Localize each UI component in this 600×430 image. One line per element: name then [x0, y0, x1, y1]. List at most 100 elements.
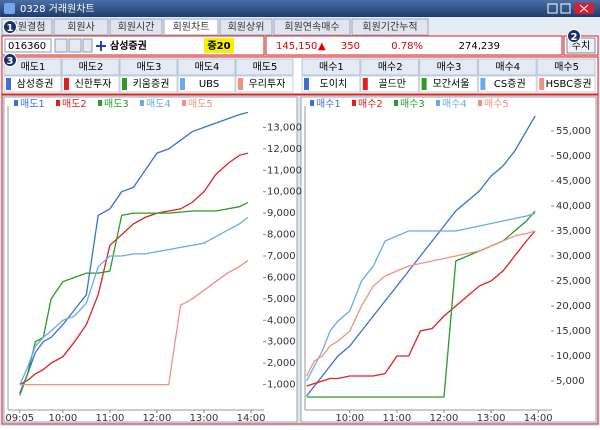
broker-table: 매도1 삼성증권 매도2 신한투자 매도3 키움증권 매도4 UBS 매도5 우리투자 매수1 도이치…: [3, 58, 596, 93]
badge-bg: [204, 38, 234, 53]
legend-swatch: [394, 100, 398, 106]
legend-label: 매수3: [400, 98, 425, 110]
right-panel: [300, 96, 597, 423]
tab-label: 회원상위: [228, 20, 265, 33]
header-label: 매도5: [253, 61, 278, 73]
broker-name: UBS: [199, 79, 219, 90]
legend-swatch: [140, 100, 144, 106]
legend-label: 매도4: [146, 98, 171, 110]
broker-cell[interactable]: [119, 75, 178, 93]
y-tick-label: 35,000: [556, 226, 591, 237]
header-cell: [119, 58, 178, 76]
charts: 1,000 2,000 3,000 4,000 5,000 6,000 7,000 8,000…: [5, 98, 591, 424]
y-tick-label: 2,000: [267, 358, 296, 369]
close-icon: [579, 4, 589, 13]
broker-name: 도이치: [320, 78, 348, 90]
code-input[interactable]: [4, 38, 52, 53]
tab[interactable]: [163, 18, 219, 36]
callout-circle: [3, 53, 17, 67]
tab[interactable]: [219, 18, 273, 36]
callout-circle: [567, 29, 581, 43]
legend-label: 매도2: [62, 98, 87, 110]
header-cell: [235, 58, 294, 76]
series-line: [19, 259, 249, 386]
tab-label: 회원연속매수: [284, 21, 339, 33]
x-tick-label: 14:00: [524, 413, 553, 424]
legend-swatch: [14, 100, 18, 106]
tab[interactable]: [109, 18, 163, 36]
broker-cell[interactable]: [177, 75, 236, 93]
legend-swatch: [310, 100, 314, 106]
header-label: 매수3: [437, 61, 462, 73]
x-tick-label: 11:00: [382, 413, 411, 424]
series-line: [306, 115, 536, 397]
y-tick-label: 12,000: [267, 144, 302, 155]
legend-label: 매수5: [484, 98, 509, 110]
header-label: 매도1: [21, 61, 46, 73]
broker-name: 골드만: [378, 78, 406, 90]
y-tick-label: 7,000: [267, 251, 296, 262]
legend-label: 매도1: [20, 98, 45, 110]
next-button[interactable]: [82, 38, 93, 53]
broker-cell[interactable]: [360, 75, 420, 93]
y-tick-label: 10,000: [267, 187, 302, 198]
y-tick-label: 4,000: [267, 315, 296, 326]
series-line: [19, 216, 249, 385]
y-tick-label: 6,000: [267, 272, 296, 283]
header-cell: [419, 58, 478, 76]
tab-label: 회원차트: [173, 21, 210, 33]
broker-color: [539, 78, 545, 90]
broker-color: [180, 78, 185, 90]
broker-cell[interactable]: [301, 75, 361, 93]
x-tick-label: 13:00: [190, 413, 219, 424]
broker-color: [480, 78, 486, 90]
broker-cell[interactable]: [536, 75, 596, 93]
favorite-button[interactable]: [68, 38, 82, 53]
volume: 274,239: [459, 41, 500, 52]
header-cell: [360, 58, 420, 76]
x-tick-label: 09:05: [5, 413, 34, 424]
title-bar: [0, 0, 600, 17]
broker-cell[interactable]: [477, 75, 537, 93]
y-tick-label: 8,000: [267, 230, 296, 241]
maximize-button[interactable]: [560, 3, 571, 14]
minimize-button[interactable]: [547, 3, 558, 14]
header-label: 매수5: [554, 61, 579, 73]
tab[interactable]: [351, 18, 429, 36]
tab[interactable]: [53, 18, 109, 36]
tab[interactable]: [273, 18, 351, 36]
price-box: [265, 35, 563, 56]
stock-name: 삼성증권: [110, 39, 147, 52]
legend-swatch: [98, 100, 102, 106]
header-label: 매도3: [137, 61, 162, 73]
broker-name: CS증권: [494, 78, 526, 90]
header-label: 매도4: [195, 61, 220, 73]
broker-name: 삼성증권: [17, 78, 54, 90]
margin-badge: 증20: [207, 40, 230, 52]
y-tick-label: 20,000: [556, 301, 591, 312]
tab-bar: 회원결첨 회원사 회원시간 회원차트 회원상위 회원연속매수 회원기간누적: [0, 17, 600, 36]
broker-cell[interactable]: [235, 75, 294, 93]
price: 145,150: [276, 41, 317, 52]
y-tick-label: 5,000: [556, 376, 585, 387]
y-tick-label: 15,000: [556, 326, 591, 337]
search-button[interactable]: [54, 38, 68, 53]
y-tick-label: 5,000: [267, 294, 296, 305]
legend-label: 매도3: [104, 98, 129, 110]
series-line: [19, 201, 249, 396]
window-controls[interactable]: [547, 3, 594, 14]
y-tick-label: 25,000: [556, 276, 591, 287]
legend-swatch: [478, 100, 482, 106]
header-cell: [477, 58, 537, 76]
broker-name: 신한투자: [75, 78, 112, 90]
broker-cell[interactable]: [3, 75, 62, 93]
plus-icon: [96, 41, 106, 51]
y-tick-label: 13,000: [267, 122, 302, 133]
y-tick-label: 40,000: [556, 201, 591, 212]
legend-swatch: [352, 100, 356, 106]
broker-cell[interactable]: [61, 75, 120, 93]
change: 350: [341, 41, 360, 52]
callouts: 1 2 3: [3, 20, 581, 67]
y-tick-label: 3,000: [267, 337, 296, 348]
broker-cell[interactable]: [419, 75, 478, 93]
